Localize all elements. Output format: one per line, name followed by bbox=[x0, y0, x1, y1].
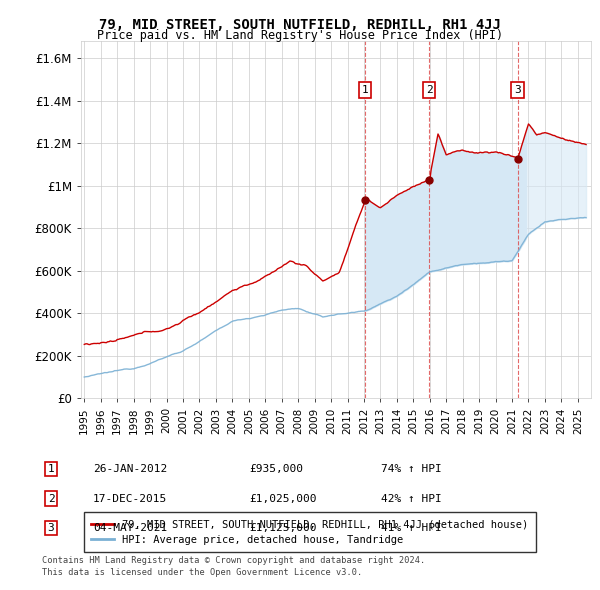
Text: 3: 3 bbox=[514, 85, 521, 95]
Text: 41% ↑ HPI: 41% ↑ HPI bbox=[381, 523, 442, 533]
Text: Price paid vs. HM Land Registry's House Price Index (HPI): Price paid vs. HM Land Registry's House … bbox=[97, 30, 503, 42]
Text: 42% ↑ HPI: 42% ↑ HPI bbox=[381, 494, 442, 503]
Text: 74% ↑ HPI: 74% ↑ HPI bbox=[381, 464, 442, 474]
Text: 1: 1 bbox=[362, 85, 368, 95]
Text: 2: 2 bbox=[47, 494, 55, 503]
Legend: 79, MID STREET, SOUTH NUTFIELD, REDHILL, RH1 4JJ (detached house), HPI: Average : 79, MID STREET, SOUTH NUTFIELD, REDHILL,… bbox=[83, 512, 536, 552]
Text: £1,025,000: £1,025,000 bbox=[249, 494, 317, 503]
Text: 04-MAY-2021: 04-MAY-2021 bbox=[93, 523, 167, 533]
Text: 17-DEC-2015: 17-DEC-2015 bbox=[93, 494, 167, 503]
Text: £935,000: £935,000 bbox=[249, 464, 303, 474]
Text: This data is licensed under the Open Government Licence v3.0.: This data is licensed under the Open Gov… bbox=[42, 568, 362, 577]
Text: 26-JAN-2012: 26-JAN-2012 bbox=[93, 464, 167, 474]
Text: 1: 1 bbox=[47, 464, 55, 474]
Text: £1,125,000: £1,125,000 bbox=[249, 523, 317, 533]
Text: 2: 2 bbox=[426, 85, 433, 95]
Text: 79, MID STREET, SOUTH NUTFIELD, REDHILL, RH1 4JJ: 79, MID STREET, SOUTH NUTFIELD, REDHILL,… bbox=[99, 18, 501, 32]
Text: 3: 3 bbox=[47, 523, 55, 533]
Text: Contains HM Land Registry data © Crown copyright and database right 2024.: Contains HM Land Registry data © Crown c… bbox=[42, 556, 425, 565]
